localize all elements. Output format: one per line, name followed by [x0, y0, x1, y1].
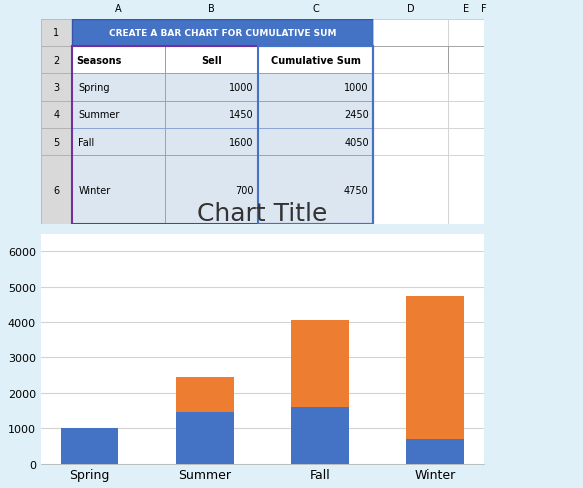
Bar [176, 377, 234, 412]
FancyBboxPatch shape [72, 0, 165, 20]
Text: E: E [463, 4, 469, 14]
FancyBboxPatch shape [448, 20, 484, 47]
Text: 4050: 4050 [344, 138, 368, 147]
FancyBboxPatch shape [373, 47, 448, 74]
Text: CREATE A BAR CHART FOR CUMULATIVE SUM: CREATE A BAR CHART FOR CUMULATIVE SUM [108, 29, 336, 38]
Text: 6: 6 [53, 185, 59, 195]
FancyBboxPatch shape [41, 156, 72, 224]
FancyBboxPatch shape [258, 47, 373, 74]
Text: 2450: 2450 [344, 110, 368, 120]
Text: Spring: Spring [79, 83, 110, 93]
Text: D: D [407, 4, 415, 14]
FancyBboxPatch shape [373, 129, 448, 156]
FancyBboxPatch shape [72, 20, 373, 47]
Text: 1450: 1450 [229, 110, 254, 120]
FancyBboxPatch shape [41, 20, 72, 47]
FancyBboxPatch shape [165, 129, 258, 156]
Text: 700: 700 [235, 185, 254, 195]
FancyBboxPatch shape [448, 0, 484, 20]
FancyBboxPatch shape [165, 102, 258, 129]
Bar [291, 407, 349, 464]
FancyBboxPatch shape [72, 47, 165, 74]
Text: 1600: 1600 [229, 138, 254, 147]
FancyBboxPatch shape [165, 156, 258, 224]
Text: C: C [312, 4, 319, 14]
Text: 4750: 4750 [344, 185, 368, 195]
FancyBboxPatch shape [258, 156, 373, 224]
Text: Summer: Summer [79, 110, 120, 120]
FancyBboxPatch shape [41, 47, 72, 74]
Bar [61, 428, 118, 464]
FancyBboxPatch shape [448, 156, 484, 224]
Bar [406, 296, 463, 439]
Text: Sell: Sell [201, 56, 222, 65]
FancyBboxPatch shape [165, 47, 258, 74]
Text: F: F [481, 4, 487, 14]
Text: 5: 5 [53, 138, 59, 147]
FancyBboxPatch shape [41, 74, 72, 102]
FancyBboxPatch shape [41, 102, 72, 129]
Text: 2: 2 [53, 56, 59, 65]
FancyBboxPatch shape [41, 0, 72, 20]
Text: Cumulative Sum: Cumulative Sum [271, 56, 360, 65]
FancyBboxPatch shape [258, 129, 373, 156]
Text: 1: 1 [53, 28, 59, 38]
Text: 1000: 1000 [344, 83, 368, 93]
FancyBboxPatch shape [373, 20, 448, 47]
Text: 1000: 1000 [229, 83, 254, 93]
FancyBboxPatch shape [165, 74, 258, 102]
Bar [291, 321, 349, 407]
FancyBboxPatch shape [72, 102, 165, 129]
FancyBboxPatch shape [373, 156, 448, 224]
FancyBboxPatch shape [448, 102, 484, 129]
FancyBboxPatch shape [448, 74, 484, 102]
Text: Fall: Fall [79, 138, 94, 147]
Polygon shape [41, 0, 72, 20]
FancyBboxPatch shape [448, 129, 484, 156]
Bar [176, 412, 234, 464]
FancyBboxPatch shape [258, 0, 373, 20]
Polygon shape [41, 0, 72, 20]
FancyBboxPatch shape [72, 156, 165, 224]
Text: Winter: Winter [79, 185, 111, 195]
FancyBboxPatch shape [72, 129, 165, 156]
FancyBboxPatch shape [258, 102, 373, 129]
Text: A: A [115, 4, 122, 14]
FancyBboxPatch shape [258, 74, 373, 102]
FancyBboxPatch shape [448, 47, 484, 74]
FancyBboxPatch shape [41, 20, 484, 224]
Text: 3: 3 [53, 83, 59, 93]
Title: Chart Title: Chart Title [197, 202, 328, 225]
Text: 4: 4 [53, 110, 59, 120]
FancyBboxPatch shape [373, 102, 448, 129]
FancyBboxPatch shape [373, 74, 448, 102]
FancyBboxPatch shape [72, 74, 165, 102]
Text: B: B [208, 4, 215, 14]
Text: Seasons: Seasons [76, 56, 122, 65]
FancyBboxPatch shape [373, 0, 448, 20]
FancyBboxPatch shape [41, 129, 72, 156]
Bar [406, 439, 463, 464]
FancyBboxPatch shape [165, 0, 258, 20]
